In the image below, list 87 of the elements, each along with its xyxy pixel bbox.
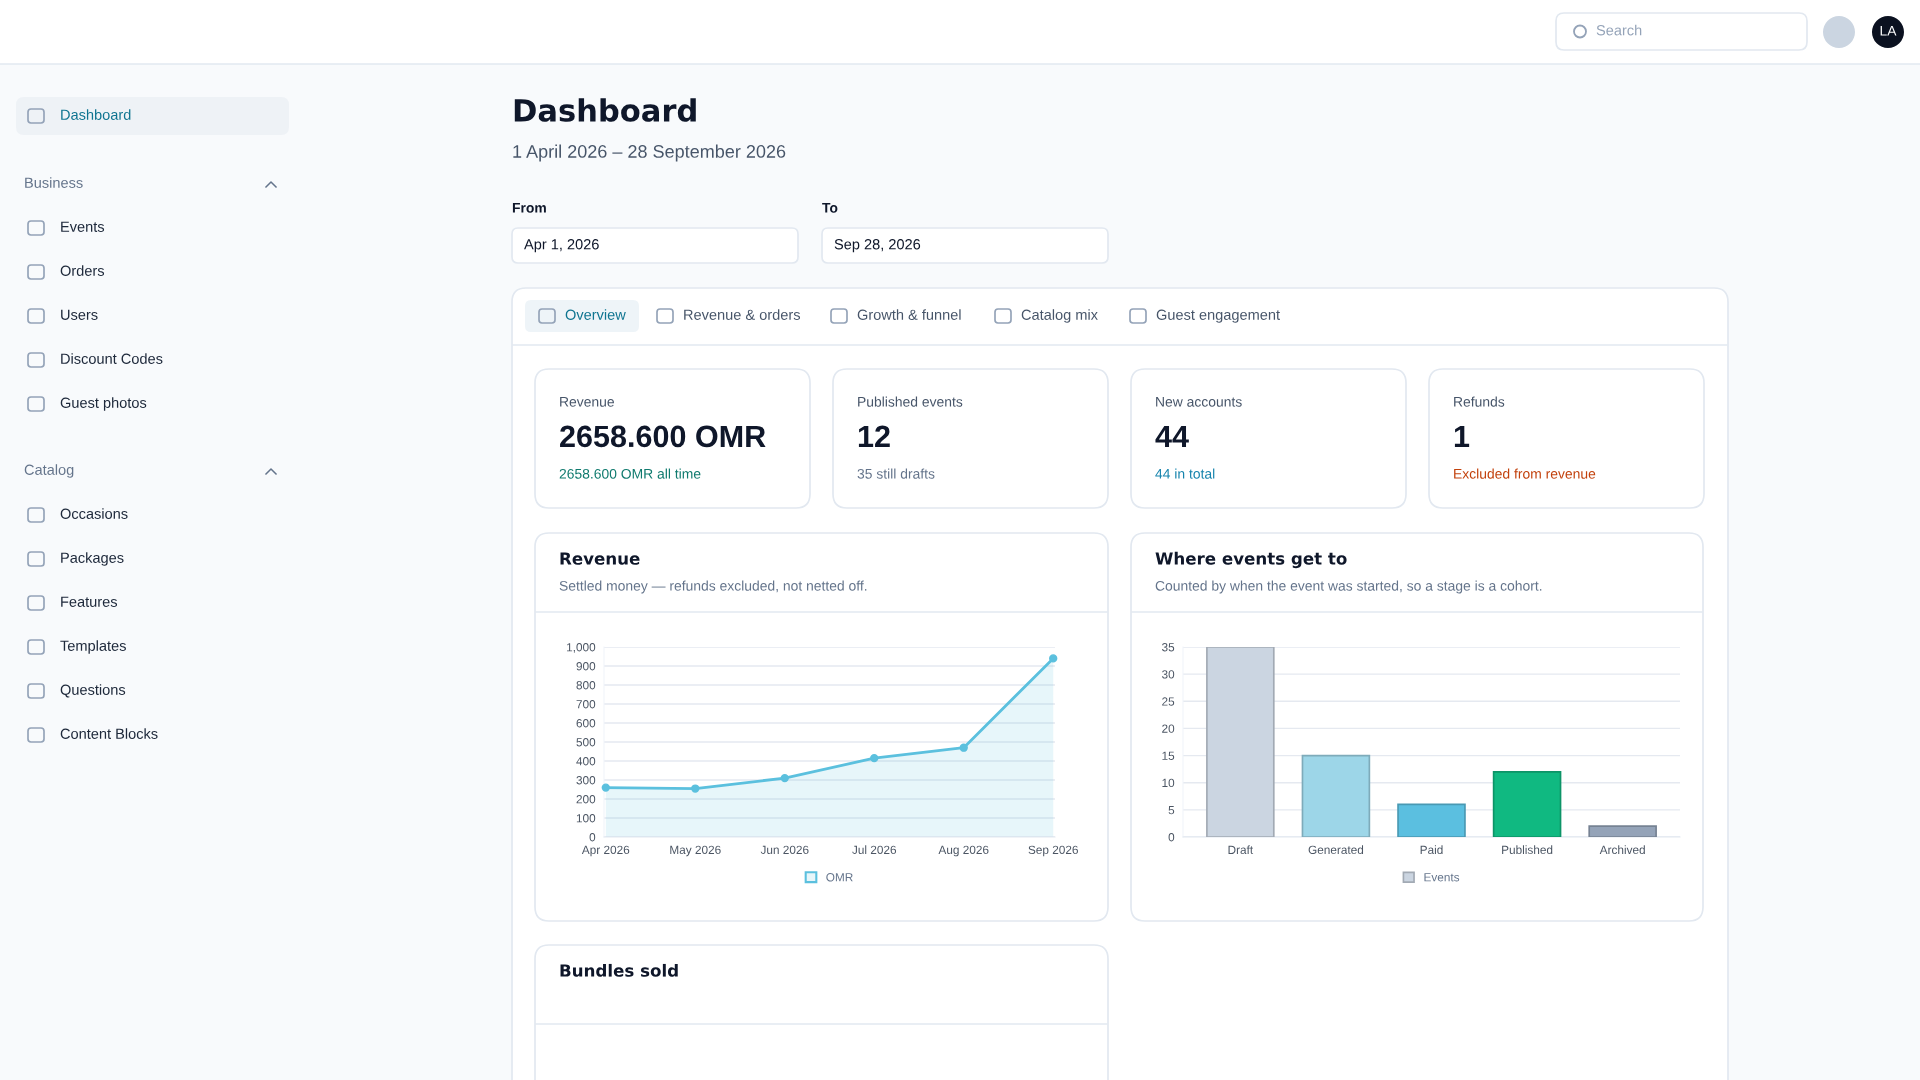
- text: Templates: [60, 640, 126, 654]
- text: Bundles sold: [560, 963, 678, 977]
- text: 12: [858, 425, 890, 447]
- legend-label: Events: [1424, 873, 1460, 882]
- x-tick-label: Aug 2026: [938, 845, 989, 857]
- text: LA: [1880, 26, 1897, 36]
- text: Published events: [858, 396, 963, 407]
- text: Guest photos: [60, 397, 147, 411]
- text: 2658.600 OMR all time: [559, 468, 701, 479]
- text: Revenue: [560, 397, 614, 407]
- bar: [1492, 771, 1562, 837]
- text: 1: [1454, 425, 1470, 447]
- text: Packages: [61, 552, 124, 566]
- y-tick-label: 500: [576, 738, 596, 747]
- y-tick-label: 0: [1168, 833, 1175, 842]
- text: Excluded from revenue: [1454, 468, 1596, 479]
- y-tick-label: 30: [1161, 670, 1175, 679]
- text: 35 still drafts: [857, 468, 935, 479]
- point: [691, 784, 700, 793]
- text: Revenue & orders: [684, 309, 801, 320]
- chart-title: Revenue: [560, 552, 640, 565]
- text: Events: [61, 221, 105, 232]
- text: Occasions: [60, 508, 128, 519]
- y-tick-label: 400: [576, 757, 596, 766]
- text: Guest engagement: [1156, 309, 1280, 323]
- x-tick-label: Jun 2026: [760, 845, 809, 854]
- y-tick-label: 600: [576, 719, 596, 728]
- point: [780, 773, 789, 783]
- y-tick-label: 1,000: [567, 643, 596, 653]
- bar: [1206, 647, 1275, 837]
- x-tick-label: Generated: [1308, 845, 1364, 854]
- text: Dashboard: [514, 98, 696, 122]
- x-tick-label: Paid: [1420, 845, 1443, 854]
- text: Discount Codes: [61, 353, 163, 364]
- chart-subtitle: Counted by when the event was started, so a stage is a cohort.: [1155, 580, 1542, 594]
- y-tick-label: 800: [576, 681, 596, 690]
- chart-title: Where events get to: [1155, 551, 1347, 569]
- text: Orders: [60, 265, 105, 276]
- x-tick-label: Archived: [1599, 845, 1645, 854]
- point: [1049, 654, 1058, 663]
- chart-subtitle: Settled money — refunds excluded, not netted off.: [559, 580, 867, 594]
- x-tick-label: Apr 2026: [581, 845, 630, 857]
- text: From: [512, 203, 546, 213]
- text: 1 April 2026 – 28 September 2026: [513, 144, 786, 162]
- legend-label: OMR: [826, 873, 853, 882]
- text: Growth & funnel: [857, 309, 961, 320]
- point: [601, 783, 610, 792]
- point: [870, 753, 879, 763]
- bar: [1397, 803, 1466, 837]
- y-tick-label: 5: [1168, 806, 1175, 815]
- x-tick-label: Published: [1502, 845, 1553, 854]
- bar: [1588, 825, 1657, 837]
- y-tick-label: 35: [1161, 643, 1175, 652]
- x-tick-label: Draft: [1228, 845, 1254, 854]
- y-tick-label: 300: [576, 776, 596, 785]
- text: Overview: [565, 309, 626, 320]
- y-tick-label: 20: [1162, 724, 1175, 733]
- text: Apr 1, 2026: [524, 239, 599, 253]
- text: Catalog: [24, 464, 74, 478]
- y-tick-label: 15: [1162, 751, 1175, 760]
- text: 44: [1155, 425, 1189, 447]
- text: Content Blocks: [60, 728, 158, 739]
- y-tick-label: 200: [576, 795, 596, 804]
- y-tick-label: 10: [1162, 778, 1175, 788]
- bar: [1301, 754, 1371, 837]
- x-tick-label: Sep 2026: [1028, 845, 1078, 857]
- text: 2658.600 OMR: [560, 425, 766, 448]
- text: New accounts: [1156, 397, 1242, 407]
- text: Questions: [60, 684, 126, 698]
- text: Catalog mix: [1021, 309, 1098, 323]
- y-tick-label: 100: [576, 814, 596, 823]
- y-tick-label: 700: [576, 700, 596, 709]
- x-tick-label: May 2026: [670, 845, 721, 857]
- text: Dashboard: [61, 109, 131, 120]
- text: Features: [61, 596, 118, 607]
- point: [959, 743, 968, 752]
- y-tick-label: 0: [589, 833, 596, 842]
- text: Business: [25, 177, 83, 188]
- text: 44 in total: [1155, 468, 1215, 479]
- x-tick-label: Jul 2026: [852, 845, 897, 854]
- text: Search: [1596, 24, 1642, 36]
- y-tick-label: 900: [576, 662, 596, 671]
- text: To: [822, 203, 838, 213]
- y-tick-label: 25: [1162, 697, 1175, 706]
- text: Users: [61, 309, 98, 320]
- text: Refunds: [1454, 396, 1505, 407]
- text: Sep 28, 2026: [834, 239, 921, 253]
